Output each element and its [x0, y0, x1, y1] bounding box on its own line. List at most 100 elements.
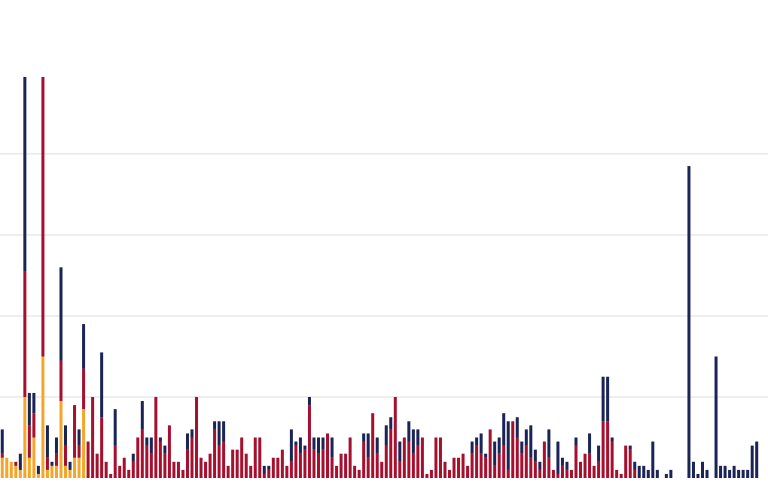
- bar-segment: [475, 437, 479, 446]
- bar-segment: [253, 437, 257, 478]
- bar-segment: [755, 441, 759, 478]
- bar-segment: [606, 376, 610, 422]
- bar-segment: [411, 453, 415, 478]
- bar-segment: [41, 76, 45, 357]
- bar-segment: [484, 457, 488, 478]
- bar-segment: [705, 469, 709, 478]
- bar-segment: [398, 441, 402, 462]
- bar-segment: [163, 453, 167, 478]
- bar-segment: [190, 437, 194, 478]
- bar-segment: [86, 441, 90, 478]
- bar-segment: [375, 453, 379, 478]
- bar-segment: [569, 469, 573, 478]
- bar-segment: [154, 396, 158, 478]
- bar-segment: [393, 396, 397, 478]
- bar-segment: [140, 429, 144, 478]
- bar-segment: [506, 421, 510, 470]
- bar-segment: [32, 392, 36, 414]
- bar-segment: [448, 469, 452, 478]
- bar-segment: [303, 449, 307, 478]
- bar-segment: [606, 421, 610, 478]
- bar-segment: [515, 417, 519, 438]
- bar-segment: [728, 469, 732, 478]
- bar-segment: [348, 437, 352, 478]
- bar-segment: [45, 425, 49, 458]
- bar-segment: [262, 473, 266, 478]
- bar-segment: [82, 409, 86, 478]
- bar-segment: [651, 441, 655, 478]
- bar-segment: [407, 421, 411, 442]
- bar-segment: [646, 469, 650, 478]
- bar-segment: [588, 433, 592, 454]
- bar-segment: [389, 417, 393, 430]
- bar-segment: [384, 425, 388, 446]
- bar-segment: [633, 461, 637, 470]
- bar-segment: [258, 437, 262, 478]
- bar-segment: [529, 425, 533, 458]
- bar-segment: [669, 469, 673, 478]
- bar-segment: [411, 429, 415, 454]
- bar-segment: [294, 441, 298, 446]
- bar-segment: [488, 429, 492, 478]
- bar-segment: [750, 445, 754, 478]
- bar-segment: [691, 461, 695, 478]
- bar-segment: [27, 457, 31, 478]
- bar-segment: [389, 429, 393, 478]
- bar-segment: [41, 356, 45, 478]
- bar-segment: [461, 453, 465, 478]
- bar-segment: [222, 421, 226, 442]
- bar-segment: [5, 457, 9, 478]
- bar-segment: [267, 469, 271, 478]
- bar-segment: [420, 437, 424, 478]
- bar-segment: [235, 449, 239, 478]
- bar-segment: [321, 437, 325, 450]
- bar-segment: [470, 453, 474, 478]
- bar-segment: [330, 457, 334, 478]
- bar-segment: [556, 441, 560, 474]
- bar-segment: [158, 441, 162, 478]
- bar-segment: [741, 469, 745, 478]
- bar-segment: [746, 469, 750, 478]
- bar-segment: [312, 449, 316, 478]
- bar-segment: [294, 445, 298, 478]
- bar-segment: [452, 457, 456, 478]
- bar-segment: [131, 461, 135, 478]
- bar-segment: [0, 429, 4, 454]
- bar-segment: [438, 437, 442, 478]
- bar-segment: [131, 453, 135, 462]
- bar-segment: [23, 396, 27, 478]
- bar-segment: [213, 429, 217, 478]
- bar-segment: [231, 449, 235, 478]
- bar-segment: [32, 413, 36, 438]
- bar-segment: [520, 453, 524, 478]
- bar-segment: [50, 465, 54, 478]
- bar-segment: [240, 437, 244, 478]
- bar-segment: [714, 356, 718, 478]
- bar-segment: [601, 421, 605, 478]
- bar-segment: [100, 352, 104, 418]
- bar-segment: [366, 457, 370, 478]
- bar-segment: [542, 441, 546, 478]
- bar-segment: [185, 433, 189, 450]
- bar-segment: [402, 437, 406, 478]
- bar-segment: [213, 421, 217, 430]
- bar-segment: [538, 469, 542, 478]
- bar-segment: [54, 465, 58, 478]
- bar-segment: [158, 437, 162, 442]
- bar-segment: [195, 396, 199, 478]
- bar-segment: [583, 453, 587, 478]
- bar-segment: [524, 445, 528, 478]
- bar-segment: [326, 433, 330, 478]
- bar-segment: [27, 425, 31, 458]
- bar-segment: [82, 324, 86, 369]
- bar-segment: [59, 401, 63, 478]
- bar-segment: [592, 465, 596, 478]
- bar-segment: [50, 461, 54, 466]
- bar-segment: [289, 461, 293, 478]
- bar-segment: [45, 469, 49, 478]
- bar-segment: [687, 166, 691, 478]
- bar-segment: [597, 445, 601, 462]
- bar-segment: [416, 429, 420, 446]
- bar-segment: [362, 441, 366, 478]
